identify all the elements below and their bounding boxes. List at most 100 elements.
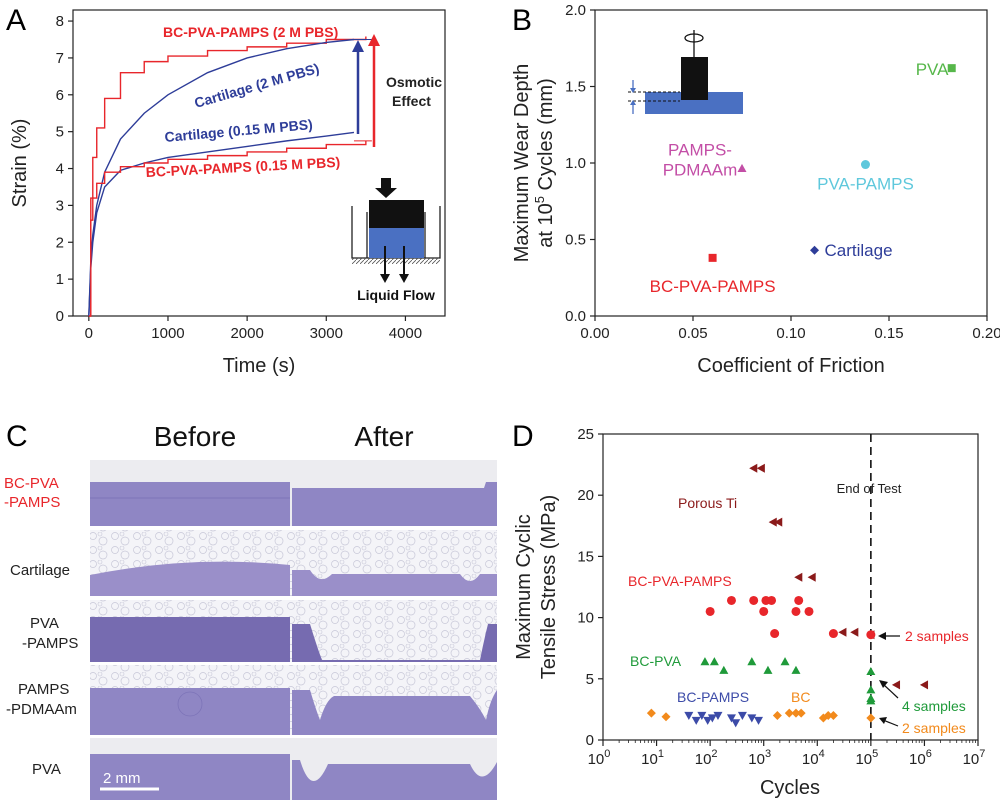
micrograph-row-pva: 2 mm (90, 738, 497, 800)
panel-b-points: PVA PAMPS-PDMAAm PVA-PAMPS Cartilage BC-PVA-… (650, 60, 956, 296)
row-label-pamps-pdmaam-1: PAMPS (18, 681, 69, 698)
panel-d-point-2-2 (719, 665, 729, 674)
panel-d-xtick-label-7: 107 (963, 748, 986, 768)
panel-d-ytick-label-4: 20 (577, 487, 594, 504)
panel-b-xtick-label-2: 0.10 (776, 325, 805, 342)
group-label-bc: BC (791, 689, 810, 705)
panel-d-point-3-9 (747, 714, 757, 723)
panel-d-point-4-1 (661, 712, 671, 722)
group-label-bc-pva: BC-PVA (630, 653, 682, 669)
panel-b-frame (594, 9, 988, 317)
panel-d-point-3-7 (731, 719, 741, 728)
panel-letter-c: C (6, 420, 28, 453)
annotation-4-samples: 4 samples (902, 698, 966, 714)
panel-a-ylabel: Strain (%) (9, 119, 31, 208)
panel-a-series-line-0 (88, 36, 367, 317)
panel-a-xtick-label-2: 2000 (230, 325, 263, 342)
annotation-arrow-3-icon (879, 717, 887, 724)
wear-test-schematic (628, 30, 743, 114)
panel-d-point-1-11 (866, 630, 876, 640)
panel-d-point-2-10 (866, 696, 876, 705)
panel-b-ticks: 0.00 0.05 0.10 0.15 0.20 0.0 0.5 1.0 1.5 2.0 (565, 2, 1000, 342)
panel-d-point-3-2 (697, 711, 707, 721)
osmotic-arrowhead-red (368, 34, 380, 46)
panel-d-xtick-label-6: 106 (909, 748, 932, 768)
panel-d-point-0-5 (807, 572, 816, 582)
panel-d-xlabel: Cycles (760, 777, 820, 799)
panel-b-point-4 (708, 253, 717, 262)
panel-d-point-3-1 (691, 716, 701, 725)
panel-a-ytick-label-6: 6 (56, 87, 64, 104)
panel-b-point-2 (860, 160, 870, 170)
panel-a-ytick-label-4: 4 (56, 161, 64, 178)
panel-b-point-label-1-1: PDMAAm (663, 160, 738, 179)
panel-b-point-label-4: BC-PVA-PAMPS (650, 277, 776, 296)
panel-d-point-4-2 (772, 711, 782, 721)
panel-d-point-3-3 (703, 716, 713, 725)
panel-d-point-2-1 (709, 657, 719, 666)
panel-d-point-3-8 (737, 711, 747, 721)
panel-c-micrographs: Before After (4, 421, 497, 800)
panel-d-ytick-label-5: 25 (577, 426, 594, 443)
panel-b-point-0 (947, 64, 956, 73)
micrograph-row-pva-pamps (90, 600, 497, 662)
scale-bar-label: 2 mm (103, 770, 141, 787)
panel-d-point-2-5 (780, 657, 790, 666)
annotation-arrow-2-icon (879, 680, 888, 688)
panel-d-point-1-6 (791, 606, 801, 616)
row-label-pamps-pdmaam-2: -PDMAAm (6, 701, 77, 718)
panel-d-point-0-3 (774, 517, 783, 527)
panel-d-point-1-5 (794, 595, 804, 605)
panel-d-point-3-10 (754, 716, 764, 725)
panel-d-ticks: 100 101 102 103 104 105 106 107 0 5 10 15 20 25 (577, 426, 985, 768)
panel-d-point-0-2 (768, 517, 777, 527)
annotation-arrow-1-icon (878, 632, 886, 640)
panel-d-point-2-3 (747, 657, 757, 666)
panel-d-point-3-4 (707, 714, 717, 723)
panel-d-xtick-label-3: 103 (748, 748, 771, 768)
panel-d-ylabel-line1: Maximum Cyclic (513, 514, 535, 660)
panel-d-point-4-8 (828, 711, 838, 721)
panel-d-point-2-0 (700, 657, 710, 666)
panel-d-point-2-8 (866, 685, 876, 694)
panel-b-point-1 (737, 163, 747, 172)
micrograph-row-cartilage (90, 530, 497, 596)
panel-a-ytick-label-8: 8 (56, 13, 64, 30)
panel-a-ytick-label-5: 5 (56, 124, 64, 141)
panel-a-series-line-3 (88, 140, 367, 317)
panel-a-xlabel: Time (s) (223, 355, 296, 377)
panel-b-point-label-2: PVA-PAMPS (817, 175, 914, 194)
panel-d-ytick-label-1: 5 (586, 671, 594, 688)
panel-d-fatigue-chart: 100 101 102 103 104 105 106 107 0 5 10 15 20 25 Cycle… (513, 426, 985, 799)
column-header-before: Before (154, 421, 237, 452)
micrograph-row-bc-pva-pamps (90, 460, 497, 526)
panel-d-point-0-4 (794, 572, 803, 582)
panel-d-ytick-label-0: 0 (586, 732, 594, 749)
panel-d-point-2-7 (866, 666, 876, 676)
panel-a-ytick-label-1: 1 (56, 271, 64, 288)
panel-d-point-4-9 (866, 713, 876, 723)
indenter-block (369, 200, 424, 228)
panel-d-xtick-label-4: 104 (802, 748, 825, 768)
panel-d-point-4-3 (784, 708, 794, 718)
flow-arrow-left-icon (380, 274, 390, 283)
panel-b-wear-chart: 0.00 0.05 0.10 0.15 0.200.00.51.01.52.0 PVAP… (511, 2, 1000, 377)
panel-b-point-label-0: PVA (916, 60, 949, 79)
panel-d-point-0-6 (838, 627, 847, 637)
panel-b-xtick-label-4: 0.20 (972, 325, 1000, 342)
panel-d-point-1-9 (770, 629, 780, 639)
panel-b-xtick-label-0: 0.00 (580, 325, 609, 342)
panel-d-point-2-6 (791, 665, 801, 674)
panel-b-ytick-label-4: 2.0 (565, 2, 586, 19)
panel-a-ytick-label-7: 7 (56, 50, 64, 67)
row-label-pva-pamps-2: -PAMPS (22, 635, 78, 652)
panel-d-point-0-7 (850, 627, 859, 637)
panel-b-point-label-1-0: PAMPS- (668, 140, 732, 159)
panel-d-point-1-8 (759, 606, 769, 616)
micrograph-row-pamps-pdmaam (90, 665, 497, 735)
column-header-after: After (354, 421, 413, 452)
panel-d-point-1-10 (828, 629, 838, 639)
panel-letter-d: D (512, 420, 534, 453)
group-label-bc-pamps: BC-PAMPS (677, 689, 749, 705)
